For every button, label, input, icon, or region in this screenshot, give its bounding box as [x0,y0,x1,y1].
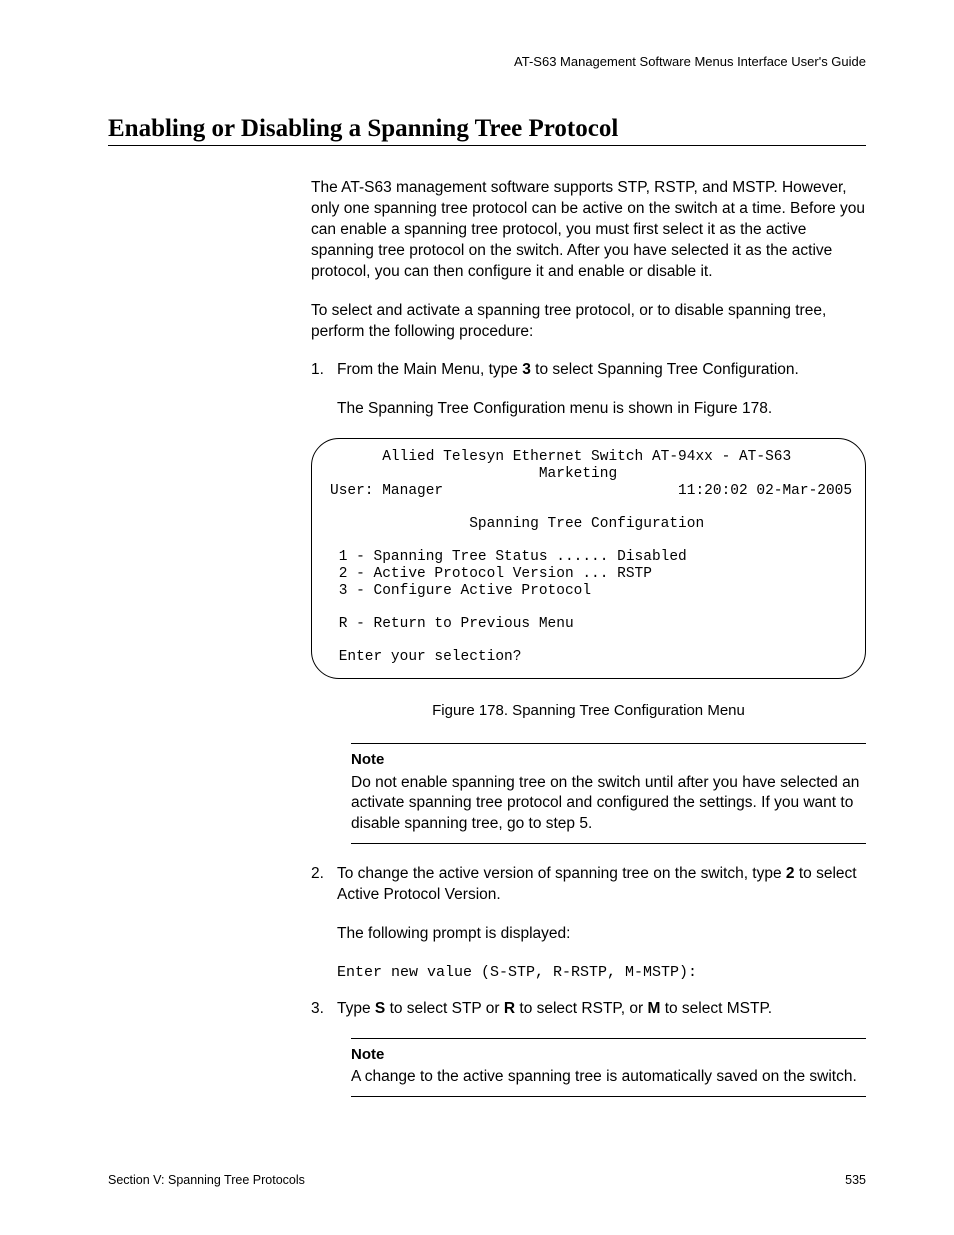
page-footer: Section V: Spanning Tree Protocols 535 [108,1173,866,1187]
step-2-bold: 2 [786,865,795,882]
running-header: AT-S63 Management Software Menus Interfa… [108,54,866,69]
step-3-pre: Type [337,1000,375,1017]
step-2-prompt: Enter new value (S-STP, R-RSTP, M-MSTP): [337,963,866,983]
note-1-text: Do not enable spanning tree on the switc… [351,773,866,836]
step-3-b1: S [375,1000,385,1017]
step-1-sub: The Spanning Tree Configuration menu is … [337,399,866,420]
term-line-6: 2 - Active Protocol Version ... RSTP [330,566,652,582]
term-line-8: R - Return to Previous Menu [330,616,574,632]
footer-left: Section V: Spanning Tree Protocols [108,1173,305,1187]
body-content-2: Figure 178. Spanning Tree Configuration … [311,701,866,1097]
term-line-4: Spanning Tree Configuration [330,516,704,532]
step-2-number: 2. [311,864,337,906]
step-1: 1. From the Main Menu, type 3 to select … [311,360,866,381]
step-3-post: to select MSTP. [660,1000,772,1017]
step-3-number: 3. [311,999,337,1020]
step-3-mid1: to select STP or [385,1000,504,1017]
step-2: 2. To change the active version of spann… [311,864,866,906]
section-heading: Enabling or Disabling a Spanning Tree Pr… [108,115,866,143]
step-2-sub: The following prompt is displayed: [337,924,866,945]
step-3-text: Type S to select STP or R to select RSTP… [337,999,866,1020]
page: AT-S63 Management Software Menus Interfa… [0,0,954,1235]
heading-rule [108,145,866,146]
step-1-post: to select Spanning Tree Configuration. [531,361,799,378]
step-2-pre: To change the active version of spanning… [337,865,786,882]
note-1: Note Do not enable spanning tree on the … [351,743,866,844]
step-2-text: To change the active version of spanning… [337,864,866,906]
step-1-text: From the Main Menu, type 3 to select Spa… [337,360,866,381]
term-line-9: Enter your selection? [330,649,521,665]
note-2-text: A change to the active spanning tree is … [351,1067,866,1088]
term-line-5: 1 - Spanning Tree Status ...... Disabled [330,549,687,565]
step-1-pre: From the Main Menu, type [337,361,522,378]
figure-caption: Figure 178. Spanning Tree Configuration … [311,701,866,721]
terminal-screen: Allied Telesyn Ethernet Switch AT-94xx -… [311,438,866,679]
note-1-label: Note [351,750,866,770]
intro-paragraph-1: The AT-S63 management software supports … [311,178,866,283]
step-1-bold: 3 [522,361,531,378]
note-2: Note A change to the active spanning tre… [351,1038,866,1097]
term-line-7: 3 - Configure Active Protocol [330,583,591,599]
step-3: 3. Type S to select STP or R to select R… [311,999,866,1020]
step-3-mid2: to select RSTP, or [515,1000,647,1017]
intro-paragraph-2: To select and activate a spanning tree p… [311,301,866,343]
term-line-1: Allied Telesyn Ethernet Switch AT-94xx -… [330,449,791,465]
step-3-b2: R [504,1000,515,1017]
note-2-label: Note [351,1045,866,1065]
footer-right: 535 [845,1173,866,1187]
step-1-number: 1. [311,360,337,381]
term-line-3: User: Manager 11:20:02 02-Mar-2005 [330,483,852,499]
term-line-2: Marketing [330,466,617,482]
body-content: The AT-S63 management software supports … [311,178,866,420]
step-3-b3: M [647,1000,660,1017]
